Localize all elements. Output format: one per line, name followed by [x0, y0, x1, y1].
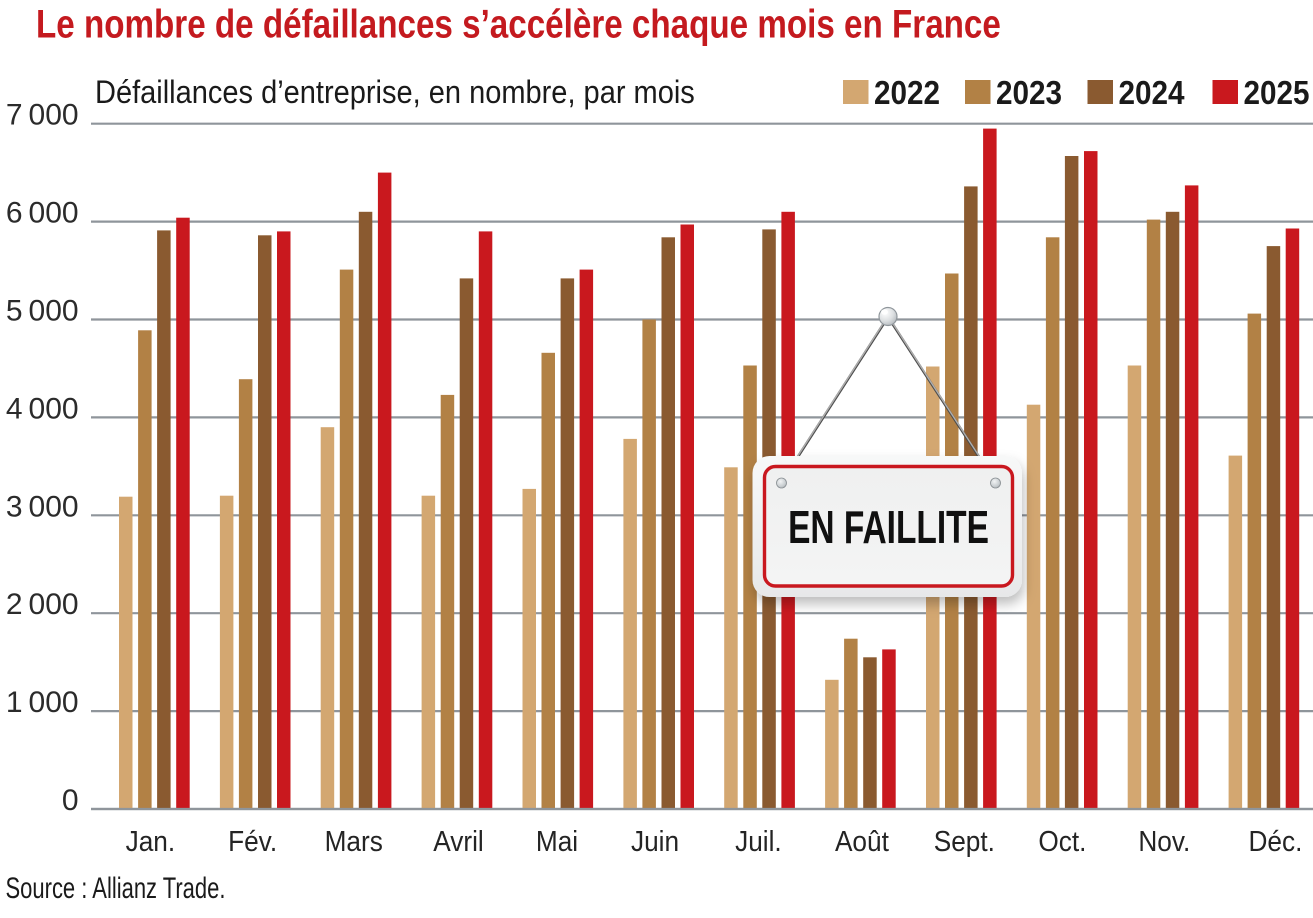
svg-text:2 000: 2 000: [6, 588, 79, 621]
svg-text:Mai: Mai: [536, 825, 578, 857]
svg-text:Juil.: Juil.: [735, 825, 782, 857]
svg-text:EN FAILLITE: EN FAILLITE: [788, 502, 989, 553]
svg-text:Nov.: Nov.: [1138, 825, 1190, 857]
svg-text:Août: Août: [835, 825, 889, 857]
svg-text:Juin: Juin: [631, 825, 679, 857]
svg-text:Fév.: Fév.: [228, 825, 277, 857]
svg-text:3 000: 3 000: [6, 490, 79, 523]
svg-text:Avril: Avril: [433, 825, 483, 857]
svg-text:Jan.: Jan.: [126, 825, 176, 857]
svg-text:5 000: 5 000: [6, 295, 79, 328]
svg-text:6 000: 6 000: [6, 197, 79, 230]
svg-text:2023: 2023: [996, 75, 1062, 112]
svg-text:Mars: Mars: [325, 825, 383, 857]
svg-text:2025: 2025: [1244, 75, 1310, 112]
svg-text:Sept.: Sept.: [934, 825, 995, 857]
svg-text:2024: 2024: [1119, 75, 1186, 112]
svg-text:2022: 2022: [874, 75, 940, 112]
svg-text:Oct.: Oct.: [1038, 825, 1086, 857]
svg-text:1 000: 1 000: [6, 686, 79, 719]
svg-text:Déc.: Déc.: [1248, 825, 1302, 857]
svg-text:0: 0: [62, 784, 79, 817]
svg-text:Le nombre de défaillances s’ac: Le nombre de défaillances s’accélère cha…: [36, 2, 1001, 47]
svg-text:4 000: 4 000: [6, 392, 79, 425]
svg-text:Source : Allianz Trade.: Source : Allianz Trade.: [6, 871, 226, 905]
svg-text:Défaillances d’entreprise, en: Défaillances d’entreprise, en nombre, pa…: [95, 75, 695, 111]
svg-text:7 000: 7 000: [6, 99, 79, 132]
